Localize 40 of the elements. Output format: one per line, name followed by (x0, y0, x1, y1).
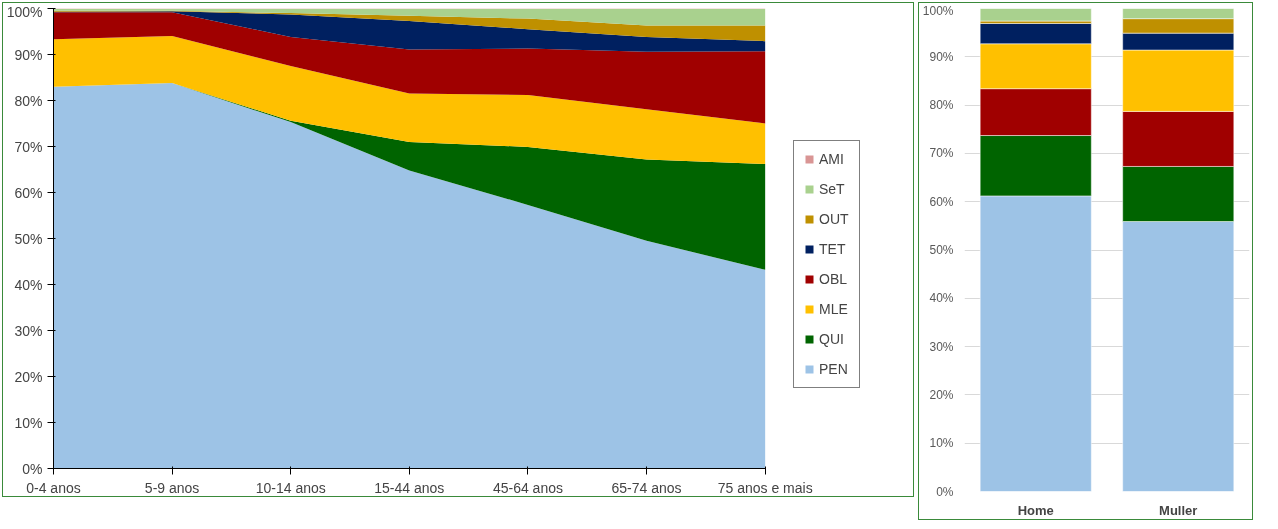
y-tick-label: 50% (14, 230, 43, 247)
y-tick-label: 60% (929, 194, 954, 209)
y-tick-label: 90% (14, 46, 43, 63)
x-tick-label: 0-4 anos (26, 479, 81, 496)
legend-label: TET (819, 241, 846, 257)
y-tick-label: 70% (929, 146, 954, 161)
x-tick-label: Muller (1159, 502, 1198, 518)
y-tick-label: 30% (929, 339, 954, 354)
legend-label: OBL (819, 271, 848, 287)
x-tick-label: 45-64 anos (492, 479, 563, 496)
legend-label: OUT (819, 211, 849, 227)
y-tick-label: 50% (929, 243, 954, 257)
y-tick-label: 100% (922, 3, 954, 18)
x-tick-label: 10-14 anos (255, 479, 326, 496)
y-tick-label: 40% (929, 291, 954, 306)
x-tick-label: Home (1017, 502, 1054, 518)
x-tick-label: 15-44 anos (374, 479, 445, 496)
legend-label: PEN (819, 361, 848, 377)
y-tick-label: 40% (14, 276, 43, 293)
y-tick-label: 0% (22, 460, 43, 477)
y-tick-label: 10% (929, 436, 954, 451)
legend-label: AMI (819, 151, 844, 167)
bar (979, 8, 1092, 22)
y-tick-label: 20% (14, 368, 43, 385)
x-tick-label: 5-9 anos (144, 479, 200, 496)
y-tick-label: 0% (936, 484, 954, 499)
y-tick-label: 70% (14, 138, 43, 155)
y-tick-label: 100% (6, 3, 43, 20)
legend-label: SeT (819, 181, 845, 197)
y-tick-label: 90% (929, 49, 954, 64)
y-tick-label: 80% (929, 98, 954, 113)
y-tick-label: 20% (929, 387, 954, 402)
x-tick-label: 65-74 anos (611, 479, 682, 496)
x-tick-label: 75 anos e mais (717, 479, 813, 496)
legend-label: MLE (819, 301, 848, 317)
y-tick-label: 80% (14, 92, 43, 109)
legend-label: QUI (819, 331, 844, 347)
y-tick-label: 10% (14, 414, 43, 431)
y-tick-label: 60% (14, 184, 43, 201)
y-tick-label: 30% (14, 322, 43, 339)
